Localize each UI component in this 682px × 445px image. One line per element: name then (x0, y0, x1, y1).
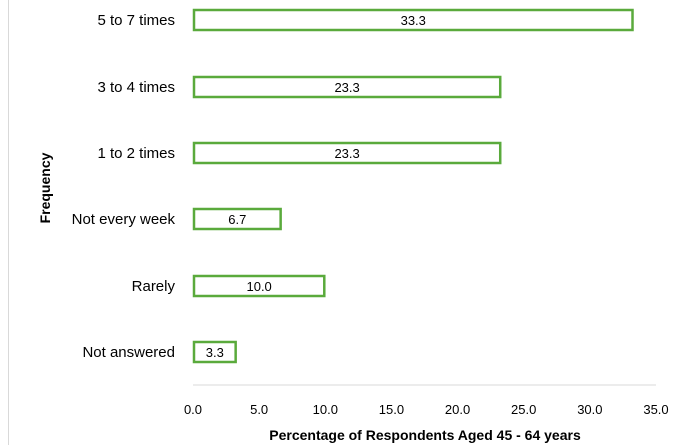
x-tick-label: 5.0 (250, 402, 268, 417)
category-label: Not every week (72, 211, 176, 228)
x-axis-title: Percentage of Respondents Aged 45 - 64 y… (269, 427, 581, 443)
data-label: 10.0 (246, 279, 271, 294)
x-tick-label: 25.0 (511, 402, 536, 417)
x-tick-label: 20.0 (445, 402, 470, 417)
bar (192, 207, 282, 231)
category-label: Rarely (132, 278, 176, 295)
left-border (8, 0, 9, 445)
bar (192, 141, 502, 165)
data-label: 3.3 (206, 345, 224, 360)
x-tick-label: 15.0 (379, 402, 404, 417)
x-tick-label: 35.0 (643, 402, 668, 417)
x-tick-labels: 0.0 5.0 10.0 15.0 20.0 25.0 30.0 35.0 (184, 402, 669, 417)
bar (192, 340, 237, 364)
x-tick-label: 0.0 (184, 402, 202, 417)
data-label: 6.7 (228, 212, 246, 227)
x-tick-label: 10.0 (313, 402, 338, 417)
data-label: 33.3 (401, 13, 426, 28)
bars-group: 33.3 5 to 7 times 23.3 3 to 4 times 23.3 1 to… (72, 8, 634, 364)
category-label: 3 to 4 times (97, 79, 175, 96)
bar (192, 75, 502, 99)
x-tick-label: 30.0 (577, 402, 602, 417)
y-axis-title: Frequency (37, 152, 53, 223)
bar (192, 8, 634, 32)
data-label: 23.3 (334, 146, 359, 161)
category-label: Not answered (82, 344, 175, 361)
bar (192, 274, 326, 298)
category-label: 5 to 7 times (97, 12, 175, 29)
category-label: 1 to 2 times (97, 145, 175, 162)
data-label: 23.3 (334, 80, 359, 95)
